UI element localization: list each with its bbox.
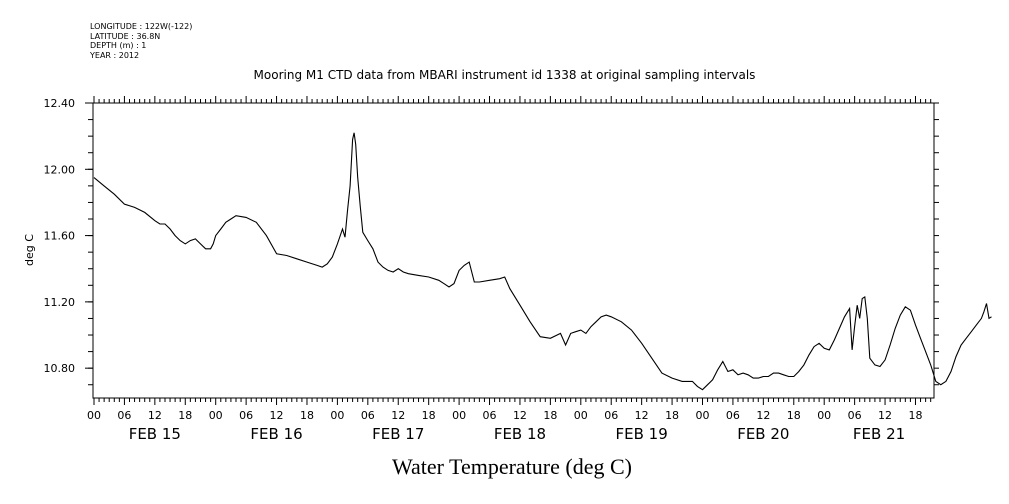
x-day-label: FEB 21 [853, 425, 905, 443]
y-tick-label: 12.40 [44, 97, 76, 110]
plot-axes [92, 102, 935, 399]
x-hour-label: 12 [756, 409, 770, 422]
x-hour-label: 00 [87, 409, 101, 422]
x-hour-label: 18 [178, 409, 192, 422]
x-axis-title: Water Temperature (deg C) [391, 454, 632, 479]
x-hour-label: 00 [209, 409, 223, 422]
x-hour-label: 06 [117, 409, 131, 422]
x-day-label: FEB 20 [737, 425, 789, 443]
chart-title: Mooring M1 CTD data from MBARI instrumen… [253, 68, 756, 82]
x-hour-label: 18 [422, 409, 436, 422]
x-hour-label: 18 [300, 409, 314, 422]
y-axis-label: deg C [23, 234, 36, 266]
x-hour-label: 12 [635, 409, 649, 422]
y-tick-label: 11.60 [44, 230, 76, 243]
x-hour-label: 06 [239, 409, 253, 422]
x-hour-label: 00 [452, 409, 466, 422]
x-hour-label: 12 [148, 409, 162, 422]
x-hour-label: 18 [787, 409, 801, 422]
x-day-label: FEB 16 [250, 425, 302, 443]
latitude-text: LATITUDE : 36.8N [90, 31, 161, 41]
y-axis-ticks: 10.80 11.20 11.60 12.00 12.40 [44, 97, 939, 386]
x-day-label: FEB 19 [616, 425, 668, 443]
x-hour-label: 06 [726, 409, 740, 422]
x-hour-label: 18 [908, 409, 922, 422]
y-tick-label: 12.00 [44, 163, 76, 176]
x-hour-label: 06 [848, 409, 862, 422]
x-hour-label: 12 [270, 409, 284, 422]
year-text: YEAR : 2012 [90, 50, 140, 60]
x-day-label: FEB 17 [372, 425, 424, 443]
x-day-label: FEB 15 [129, 425, 181, 443]
metadata-block: LONGITUDE : 122W(-122) LATITUDE : 36.8N … [90, 22, 192, 60]
x-hour-label: 06 [483, 409, 497, 422]
x-hour-label: 18 [543, 409, 557, 422]
depth-text: DEPTH (m) : 1 [90, 41, 147, 50]
x-hour-label: 00 [574, 409, 588, 422]
x-hour-label: 12 [878, 409, 892, 422]
x-day-label: FEB 18 [494, 425, 546, 443]
y-tick-label: 10.80 [44, 362, 76, 375]
x-hour-label: 06 [361, 409, 375, 422]
x-hour-label: 00 [817, 409, 831, 422]
x-hour-label: 12 [391, 409, 405, 422]
x-hour-label: 00 [330, 409, 344, 422]
x-hour-label: 18 [665, 409, 679, 422]
plot-frame [92, 102, 935, 399]
x-hour-label: 06 [604, 409, 618, 422]
x-hour-label: 12 [513, 409, 527, 422]
x-axis-ticks: 00 06 12 18 00 06 12 18 00 06 12 18 00 06 12 18 00 06 12 18… [87, 96, 932, 443]
temperature-line [93, 132, 992, 391]
x-hour-label: 00 [696, 409, 710, 422]
y-tick-label: 11.20 [44, 296, 76, 309]
longitude-text: LONGITUDE : 122W(-122) [90, 22, 193, 31]
